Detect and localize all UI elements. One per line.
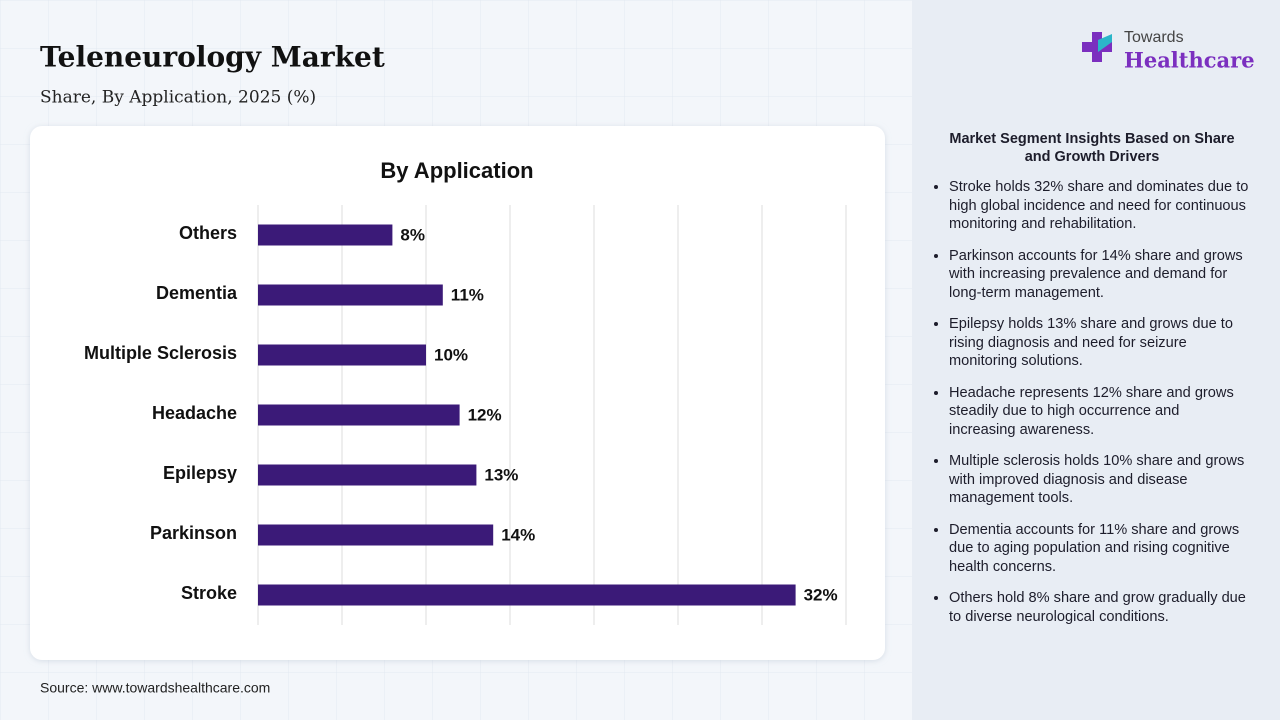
right-panel — [912, 0, 1280, 720]
insight-item: Parkinson accounts for 14% share and gro… — [949, 247, 1249, 303]
bar — [258, 224, 393, 246]
y-tick-label: Parkinson — [150, 523, 237, 543]
insights-title: Market Segment Insights Based on Share a… — [949, 131, 1235, 165]
data-label: 32% — [804, 585, 838, 604]
data-label: 13% — [484, 465, 518, 484]
bar — [258, 404, 460, 426]
chart-title: By Application — [380, 158, 533, 183]
data-label: 10% — [434, 345, 468, 364]
bar — [258, 524, 494, 546]
insight-item: Dementia accounts for 11% share and grow… — [949, 521, 1249, 577]
data-label: 8% — [400, 225, 425, 244]
insight-item: Stroke holds 32% share and dominates due… — [949, 178, 1249, 234]
chart-card — [30, 126, 885, 660]
y-tick-label: Multiple Sclerosis — [84, 343, 237, 363]
logo-icon — [1082, 32, 1112, 62]
y-tick-label: Dementia — [156, 283, 238, 303]
insight-item: Epilepsy holds 13% share and grows due t… — [949, 315, 1249, 371]
bar — [258, 284, 443, 306]
data-label: 12% — [468, 405, 502, 424]
logo-line1: Towards — [1124, 29, 1184, 46]
bar — [258, 464, 477, 486]
logo: Towards Healthcare — [1082, 29, 1255, 73]
logo-line2: Healthcare — [1124, 48, 1255, 73]
bar — [258, 344, 426, 366]
page-title: Teleneurology Market — [40, 41, 385, 74]
insight-item: Multiple sclerosis holds 10% share and g… — [949, 452, 1249, 508]
y-tick-label: Stroke — [181, 583, 237, 603]
insights-panel: Market Segment Insights Based on Share a… — [912, 130, 1280, 639]
source: Source: www.towardshealthcare.com — [40, 680, 270, 696]
bar — [258, 584, 796, 606]
insight-item: Others hold 8% share and grow gradually … — [949, 589, 1249, 626]
data-label: 11% — [451, 285, 484, 304]
y-tick-label: Headache — [152, 403, 237, 423]
insights-list: Stroke holds 32% share and dominates due… — [912, 178, 1249, 626]
page-subtitle: Share, By Application, 2025 (%) — [40, 88, 316, 108]
y-tick-label: Epilepsy — [163, 463, 237, 483]
logo-icon-accent — [1098, 34, 1112, 52]
y-tick-label: Others — [179, 223, 237, 243]
insight-item: Headache represents 12% share and grows … — [949, 384, 1249, 440]
data-label: 14% — [501, 525, 535, 544]
